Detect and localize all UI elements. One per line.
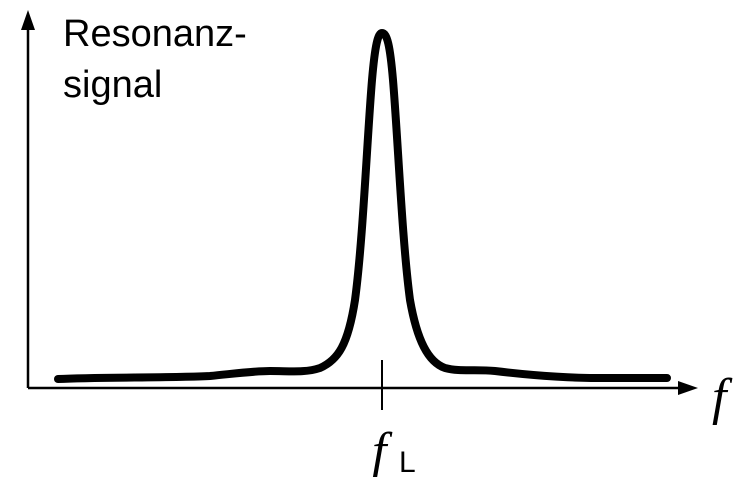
y-axis-label-line2: signal — [63, 64, 162, 106]
y-axis-label-line1: Resonanz- — [63, 13, 247, 55]
peak-label-main: f — [372, 423, 393, 477]
x-axis-label: f — [712, 369, 733, 426]
y-axis-arrowhead — [21, 10, 35, 30]
x-axis-arrowhead — [678, 381, 698, 395]
peak-label-sub: L — [399, 446, 416, 477]
resonance-curve — [54, 29, 671, 383]
